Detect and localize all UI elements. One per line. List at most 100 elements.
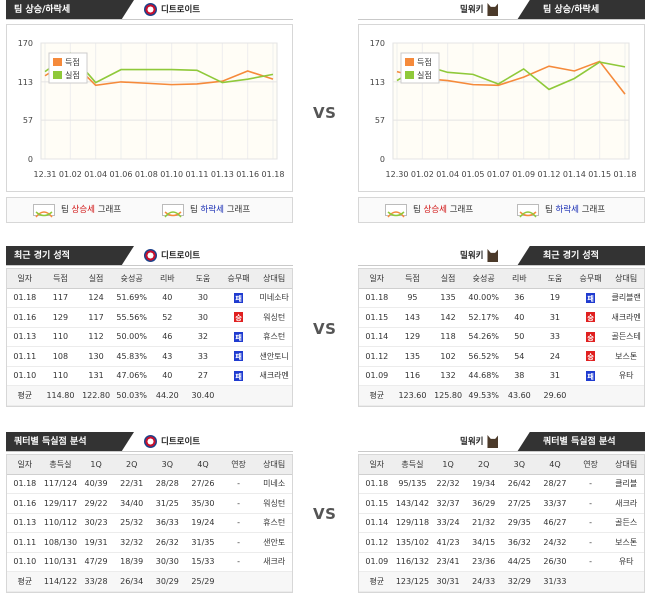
table-cell: 01.18	[359, 288, 395, 308]
table-cell: 승	[220, 307, 257, 328]
table-cell: 112	[78, 327, 114, 347]
table-cell: 47.06%	[113, 366, 150, 386]
table-header-row: 일자 득점 실점 슛성공 리바 도움 승무패 상대팀	[359, 269, 644, 289]
left-down-legend: 팀 하락세 그래프	[162, 198, 250, 222]
table-cell: 샌안토	[256, 532, 292, 553]
column-header: 1Q	[430, 455, 466, 475]
table-cell: 54.26%	[465, 327, 502, 347]
average-cell: 25/29	[185, 571, 221, 592]
table-cell: 116	[394, 366, 431, 386]
table-cell: 승	[572, 327, 609, 347]
right-recent-table: 일자 득점 실점 슛성공 리바 도움 승무패 상대팀 01.18 95 135 40.00% 36 19 패…	[358, 268, 645, 407]
table-row: 01.12 135 102 56.52% 54 24 승 보스톤	[359, 346, 644, 367]
table-cell: 31	[537, 366, 573, 386]
table-cell: 45.83%	[113, 346, 150, 367]
table-cell: 27/26	[185, 474, 221, 494]
average-cell: 44.20	[149, 385, 186, 406]
table-cell: 30	[185, 307, 221, 328]
table-cell: 117/124	[42, 474, 79, 494]
x-tick-label: 01.18	[262, 170, 285, 179]
average-cell	[572, 571, 609, 592]
table-cell: 32/37	[430, 493, 466, 514]
table-cell: 52	[149, 307, 186, 328]
table-cell: 129/117	[42, 493, 79, 514]
result-badge: 패	[234, 370, 244, 381]
table-cell: 36/32	[501, 532, 538, 553]
table-cell: 33/24	[430, 513, 466, 533]
table-cell: 24	[537, 346, 573, 367]
table-cell: 23/36	[465, 552, 502, 572]
bucks-logo-icon	[487, 435, 499, 448]
table-cell: 01.18	[359, 474, 395, 494]
table-cell: 26/30	[537, 552, 573, 572]
table-cell: 32/32	[113, 532, 150, 553]
average-row: 평균 123/125 30/31 24/33 32/29 31/33	[359, 571, 644, 592]
table-cell: 129	[42, 307, 79, 328]
column-header: 2Q	[465, 455, 502, 475]
table-row: 01.11 108 130 45.83% 43 33 패 샌안토니	[7, 346, 292, 367]
table-cell: 29/22	[78, 493, 114, 514]
right-team-name: 밀워키	[460, 246, 499, 266]
left-trend-tab: 팀 상승/하락세	[6, 0, 134, 20]
average-cell: 26/34	[113, 571, 150, 592]
table-cell: 새크라	[256, 552, 292, 572]
table-cell: 36/33	[149, 513, 186, 533]
average-cell	[256, 571, 292, 592]
right-trend-panel: 밀워키 팀 상승/하락세 0 57 113 170 12.30 01.02 01.04 01.…	[358, 0, 645, 226]
table-cell: 클리블랜	[608, 288, 644, 308]
down-trend-icon	[162, 203, 184, 217]
right-trend-header: 밀워키 팀 상승/하락세	[358, 0, 645, 20]
column-header: 총득실	[42, 455, 79, 475]
table-cell: 33/37	[537, 493, 573, 514]
table-row: 01.14 129 118 54.26% 50 33 승 골든스테	[359, 327, 644, 347]
table-cell: -	[220, 552, 257, 572]
table-cell: -	[572, 474, 609, 494]
left-legend-bar: 팀 상승세 그래프 팀 하락세 그래프	[6, 197, 293, 223]
table-cell: 55.56%	[113, 307, 150, 328]
table-cell: 01.12	[359, 346, 395, 367]
table-cell: 01.18	[7, 474, 43, 494]
table-cell: 워싱턴	[256, 307, 292, 328]
right-quarter-panel: 밀워키 쿼터별 득실점 분석 일자 총득실 1Q 2Q 3Q 4Q 연장 상대팀 01.18 95…	[358, 432, 645, 595]
table-cell: 01.12	[359, 532, 395, 553]
average-cell: 평균	[7, 571, 43, 592]
column-header: 상대팀	[608, 269, 644, 289]
left-quarter-panel: 쿼터별 득실점 분석 디트로이트 일자 총득실 1Q 2Q 3Q 4Q 연장 상대팀 01.18…	[6, 432, 293, 595]
left-quarter-tab: 쿼터별 득실점 분석	[6, 432, 134, 452]
column-header: 일자	[359, 455, 395, 475]
left-up-legend: 팀 상승세 그래프	[33, 198, 121, 222]
table-cell: 35/30	[185, 493, 221, 514]
table-cell: 116/132	[394, 552, 431, 572]
table-cell: 110/131	[42, 552, 79, 572]
table-cell: 22/32	[430, 474, 466, 494]
table-header-row: 일자 득점 실점 슛성공 리바 도움 승무패 상대팀	[7, 269, 292, 289]
x-tick-label: 01.11	[186, 170, 209, 179]
table-row: 01.11 108/130 19/31 32/32 26/32 31/35- 샌안토	[7, 532, 292, 553]
table-cell: 117	[78, 307, 114, 328]
table-cell: 40	[149, 288, 186, 308]
left-trend-header: 팀 상승/하락세 디트로이트	[6, 0, 293, 20]
table-cell: 36	[501, 288, 538, 308]
table-cell: 40.00%	[465, 288, 502, 308]
column-header: 연장	[572, 455, 609, 475]
table-cell: 29/35	[501, 513, 538, 533]
table-cell: 34/40	[113, 493, 150, 514]
table-cell: 44.68%	[465, 366, 502, 386]
x-tick-label: 01.12	[538, 170, 561, 179]
table-row: 01.15 143/142 32/37 36/29 27/25 33/37- 새크라	[359, 493, 644, 514]
table-cell: 28/28	[149, 474, 186, 494]
table-cell: 108	[42, 346, 79, 367]
column-header: 상대팀	[256, 455, 292, 475]
table-cell: 패	[220, 288, 257, 308]
table-cell: 117	[42, 288, 79, 308]
x-tick-label: 01.18	[614, 170, 637, 179]
table-cell: 31	[537, 307, 573, 328]
table-cell: 50	[501, 327, 538, 347]
pistons-logo-icon	[144, 249, 157, 262]
table-cell: 95/135	[394, 474, 431, 494]
table-cell: 01.09	[359, 366, 395, 386]
table-cell: 110	[42, 366, 79, 386]
table-cell: 패	[220, 327, 257, 347]
table-cell: 40/39	[78, 474, 114, 494]
